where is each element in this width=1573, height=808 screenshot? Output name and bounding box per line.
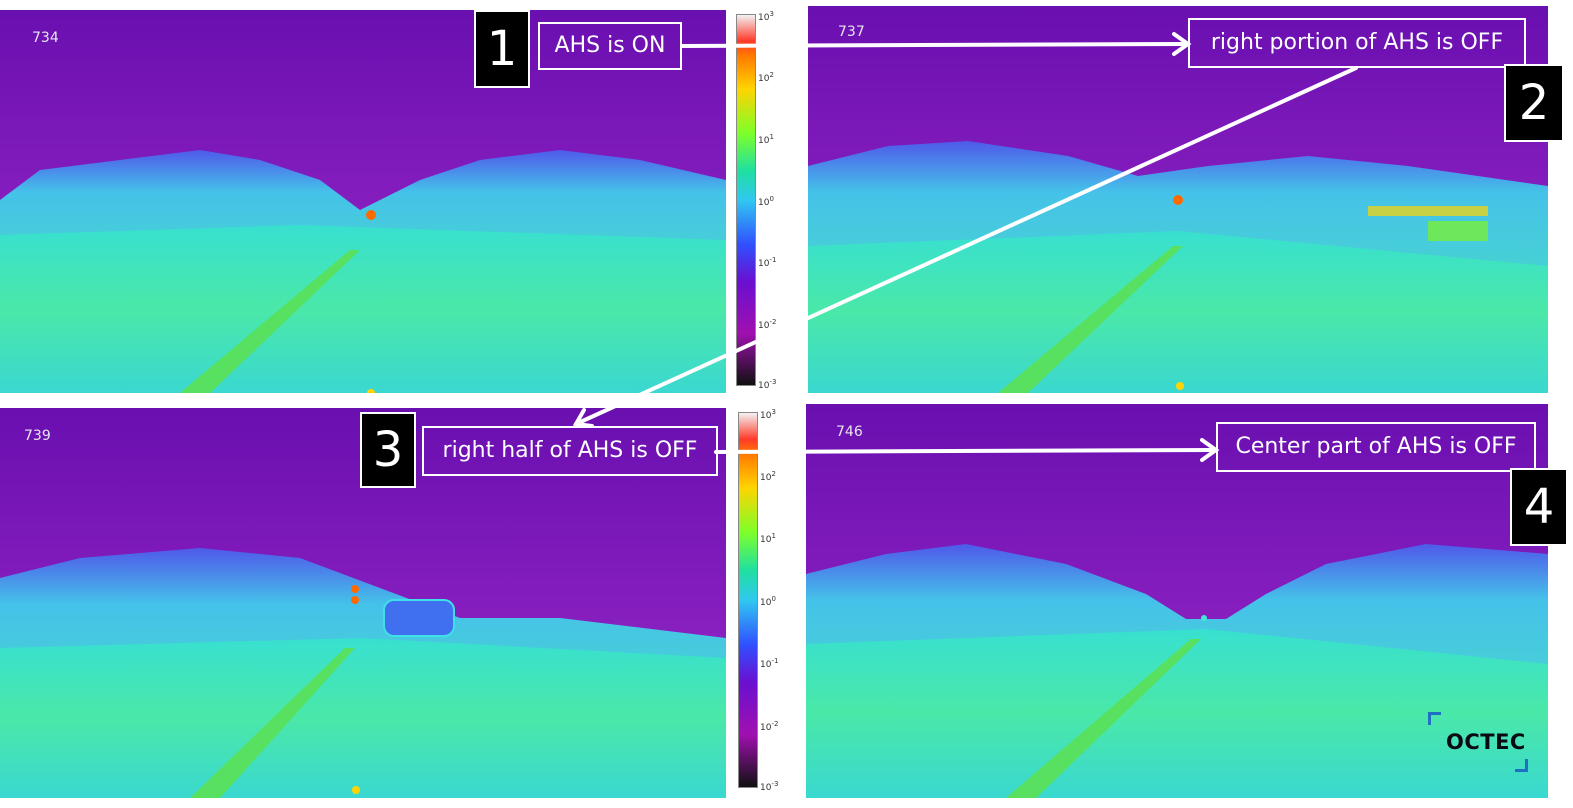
colorbar-tick: 103 <box>760 408 776 421</box>
colorbar-gradient <box>736 14 756 386</box>
colorbar-tick: 103 <box>758 10 774 23</box>
colorbar-legend: 103 102 101 100 10-1 10-2 10-3 <box>736 10 782 391</box>
step-number-badge: 2 <box>1504 64 1564 142</box>
colorbar-tick: 10-3 <box>760 780 779 793</box>
colorbar-tick: 10-2 <box>758 318 777 331</box>
logo-text: OCTEC <box>1446 730 1526 754</box>
colorbar-tick: 10-2 <box>760 720 779 733</box>
frame-number: 739 <box>24 428 51 444</box>
colorbar-tick: 101 <box>760 532 776 545</box>
frame-number: 734 <box>32 30 59 46</box>
step-number-badge: 4 <box>1510 468 1568 546</box>
colorbar-tick: 102 <box>758 71 774 84</box>
colorbar-tick: 100 <box>758 195 774 208</box>
step-number-badge: 3 <box>360 412 416 488</box>
octec-logo-icon <box>1428 712 1441 725</box>
colorbar-tick: 10-1 <box>758 256 777 269</box>
thermal-view-739: 739 <box>0 408 726 798</box>
colorbar-tick: 102 <box>760 470 776 483</box>
frame-number: 746 <box>836 424 863 440</box>
scene-image <box>806 404 1548 798</box>
thermal-view-746: 746 <box>806 404 1548 798</box>
scene-image <box>0 408 726 798</box>
colorbar-tick: 10-1 <box>760 657 779 670</box>
colorbar-tick: 101 <box>758 133 774 146</box>
colorbar-legend: 103 102 101 100 10-1 10-2 10-3 <box>738 408 784 793</box>
frame-number: 737 <box>838 24 865 40</box>
logo-bracket-icon <box>1515 759 1528 772</box>
octec-logo: OCTEC <box>1428 712 1528 772</box>
callout-label: Center part of AHS is OFF <box>1216 422 1536 472</box>
colorbar-tick: 10-3 <box>758 378 777 391</box>
colorbar-tick: 100 <box>760 595 776 608</box>
step-number-badge: 1 <box>474 10 530 88</box>
callout-label: right half of AHS is OFF <box>422 426 718 476</box>
callout-label: right portion of AHS is OFF <box>1188 18 1526 68</box>
callout-label: AHS is ON <box>538 22 682 70</box>
colorbar-gradient <box>738 412 758 788</box>
